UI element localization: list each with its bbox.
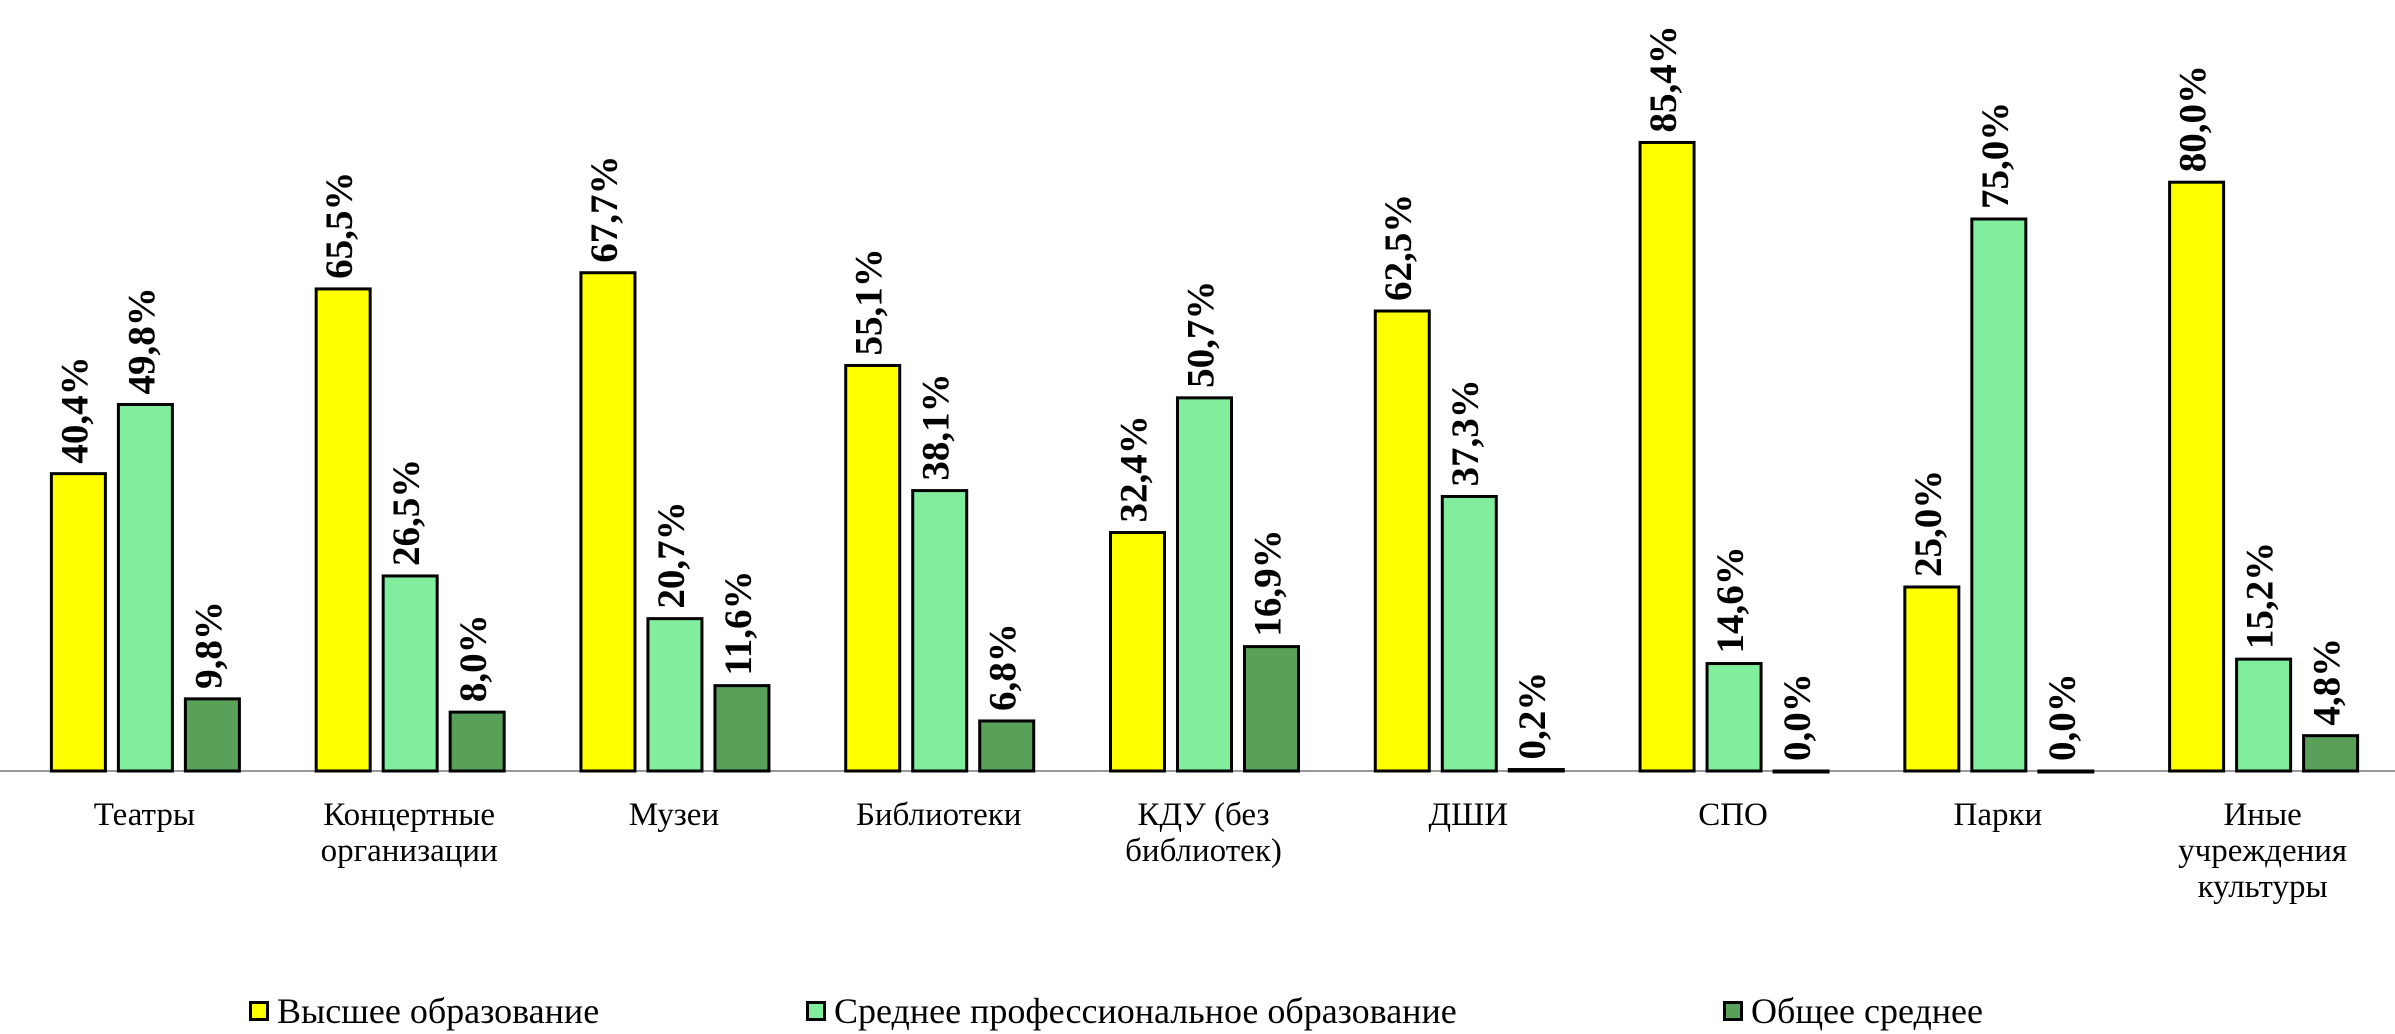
bar	[2302, 734, 2360, 773]
data-label: 37,3%	[1444, 379, 1487, 486]
x-tick-label: Библиотеки	[855, 797, 1022, 833]
bar	[314, 287, 372, 773]
legend-item: Общее среднее	[1723, 990, 1983, 1032]
bar	[2235, 657, 2293, 773]
data-label: 20,7%	[650, 501, 693, 608]
x-tick-label: ДШИ	[1428, 797, 1509, 833]
data-label: 80,0%	[2172, 65, 2215, 172]
data-label: 4,8%	[2306, 638, 2349, 726]
legend-swatch	[806, 1001, 826, 1021]
data-label: 65,5%	[318, 172, 361, 279]
data-label: 62,5%	[1377, 194, 1420, 301]
bar	[448, 710, 506, 773]
data-label: 40,4%	[53, 356, 96, 463]
data-label: 75,0%	[1974, 102, 2017, 209]
data-label: 14,6%	[1709, 546, 1752, 653]
data-label: 16,9%	[1246, 529, 1289, 636]
data-label: 8,0%	[452, 614, 495, 702]
legend-item: Среднее профессиональное образование	[806, 990, 1457, 1032]
x-tick-label: Иные учреждения культуры	[2178, 797, 2348, 905]
data-label: 49,8%	[120, 287, 163, 394]
data-label: 15,2%	[2239, 542, 2282, 649]
bar	[646, 617, 704, 773]
data-label: 6,8%	[982, 623, 1025, 711]
data-label: 85,4%	[1642, 25, 1685, 132]
x-tick-label: Концертные организации	[320, 797, 498, 869]
data-label: 38,1%	[915, 373, 958, 480]
bar	[2037, 769, 2095, 774]
data-label: 0,0%	[1776, 673, 1819, 761]
bar	[1970, 217, 2028, 773]
bar	[116, 402, 174, 773]
bar	[579, 271, 637, 773]
x-tick-label: Театры	[93, 797, 195, 833]
bar	[1507, 768, 1565, 773]
bar	[1109, 531, 1166, 773]
bar	[978, 719, 1036, 773]
bar	[713, 684, 771, 773]
data-label: 67,7%	[583, 155, 626, 262]
bar	[2168, 180, 2226, 773]
legend: Высшее образование Среднее профессиональн…	[0, 990, 2395, 1034]
data-label: 0,0%	[2041, 673, 2084, 761]
bar	[1903, 585, 1961, 773]
data-label: 50,7%	[1179, 281, 1222, 388]
legend-label: Среднее профессиональное образование	[834, 991, 1457, 1031]
legend-label: Общее среднее	[1751, 991, 1984, 1031]
data-label: 55,1%	[848, 248, 891, 355]
bar	[183, 697, 241, 773]
plot-area: 40,4% 49,8% 9,8% 65,5% 26,5% 8,0% 67,7% 20,7% 11…	[0, 25, 2395, 774]
bar	[1373, 309, 1431, 773]
legend-label: Высшее образование	[277, 991, 600, 1031]
legend-swatch	[249, 1001, 269, 1021]
x-tick-label: Парки	[1953, 797, 2043, 833]
legend-item: Высшее образование	[249, 990, 599, 1032]
bar	[1440, 494, 1498, 773]
data-label: 0,2%	[1511, 672, 1554, 760]
bar	[49, 472, 107, 773]
data-label: 32,4%	[1112, 415, 1155, 522]
data-label: 9,8%	[187, 601, 230, 689]
bar	[1772, 769, 1830, 774]
bar	[1705, 662, 1763, 773]
bar	[911, 489, 969, 773]
data-label: 25,0%	[1907, 470, 1950, 577]
bar	[1638, 140, 1696, 773]
x-tick-label: КДУ (без библиотек)	[1125, 797, 1282, 869]
x-tick-label: Музеи	[628, 797, 720, 833]
data-label: 26,5%	[385, 459, 428, 566]
x-tick-label: СПО	[1698, 797, 1768, 833]
data-label: 11,6%	[717, 571, 760, 676]
bar	[1243, 645, 1300, 773]
bar	[1176, 396, 1233, 773]
bar	[844, 363, 902, 773]
bar	[381, 574, 439, 773]
legend-swatch	[1723, 1001, 1743, 1021]
